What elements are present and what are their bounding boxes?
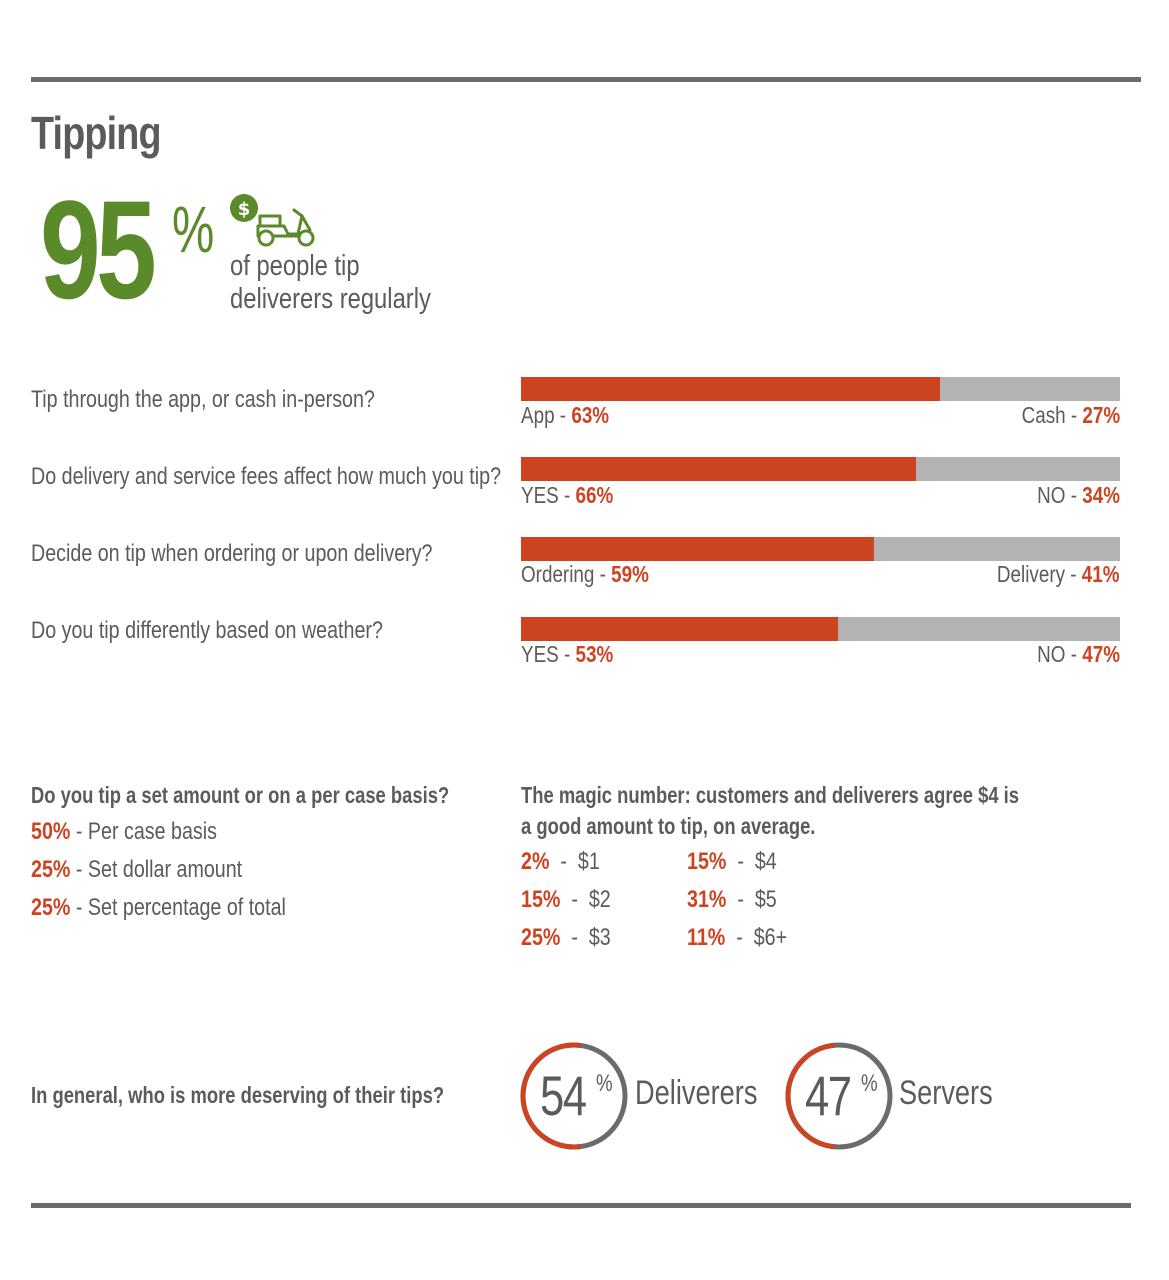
tip-amount-item: 11% - $6+: [687, 924, 788, 951]
bar-fees: [521, 457, 1120, 481]
question-label-app-cash: Tip through the app, or cash in-person?: [31, 386, 375, 413]
bar-right-label: Delivery - 41%: [997, 561, 1120, 587]
tip-amount-item: 2% - $1: [521, 848, 600, 875]
bar-right-label: NO - 34%: [1037, 482, 1120, 508]
bar-fill-yes: [521, 457, 917, 481]
donut-deliverers: [520, 1042, 628, 1150]
list-item: 50% - Per case basis: [31, 818, 217, 845]
bottom-divider: [31, 1203, 1131, 1208]
headline-caption: of people tip deliverers regularly: [230, 250, 431, 316]
question-label-fees: Do delivery and service fees affect how …: [31, 463, 502, 490]
scooter-with-dollar-icon: $: [230, 194, 315, 247]
dollar-icon: $: [238, 199, 251, 220]
basis-question: Do you tip a set amount or on a per case…: [31, 782, 450, 808]
tip-amount-item: 15% - $4: [687, 848, 777, 875]
bar-fill-app: [521, 377, 941, 401]
bar-weather: [521, 617, 1120, 641]
bar-fill-yes: [521, 617, 839, 641]
magic-heading: The magic number: customers and delivere…: [521, 780, 1019, 842]
tip-amount-item: 15% - $2: [521, 886, 611, 913]
deserving-question: In general, who is more deserving of the…: [31, 1082, 445, 1108]
donut-label: Deliverers: [635, 1074, 758, 1112]
donut-unit: %: [596, 1070, 613, 1097]
headline-caption-line1: of people tip: [230, 250, 360, 282]
donut-value: 54: [540, 1064, 587, 1127]
bar-left-label: YES - 53%: [521, 641, 614, 667]
donut-value: 47: [805, 1064, 852, 1127]
headline-value: 95: [40, 171, 157, 328]
list-item: 25% - Set dollar amount: [31, 856, 243, 883]
bar-fill-ordering: [521, 537, 875, 561]
magic-heading-line2: a good amount to tip, on average.: [521, 813, 816, 839]
top-divider: [31, 77, 1141, 82]
tip-amount-item: 25% - $3: [521, 924, 611, 951]
bar-left-label: App - 63%: [521, 402, 610, 428]
page-title: Tipping: [31, 107, 162, 159]
bar-app-cash: [521, 377, 1120, 401]
question-label-timing: Decide on tip when ordering or upon deli…: [31, 540, 433, 567]
donut-unit: %: [861, 1070, 878, 1097]
bar-left-label: YES - 66%: [521, 482, 614, 508]
donut-arc-deliverers: [520, 1042, 581, 1150]
headline-unit: %: [172, 192, 215, 266]
bar-right-label: NO - 47%: [1037, 641, 1120, 667]
tip-amount-item: 31% - $5: [687, 886, 777, 913]
list-item: 25% - Set percentage of total: [31, 894, 286, 921]
question-label-weather: Do you tip differently based on weather?: [31, 617, 383, 644]
headline-caption-line2: deliverers regularly: [230, 283, 431, 315]
bar-timing: [521, 537, 1120, 561]
donut-label: Servers: [899, 1074, 993, 1112]
bar-right-label: Cash - 27%: [1021, 402, 1120, 428]
donut-servers: [785, 1042, 893, 1150]
bar-left-label: Ordering - 59%: [521, 561, 649, 587]
magic-heading-line1: The magic number: customers and delivere…: [521, 782, 1020, 808]
donut-arc-servers: [785, 1042, 835, 1150]
